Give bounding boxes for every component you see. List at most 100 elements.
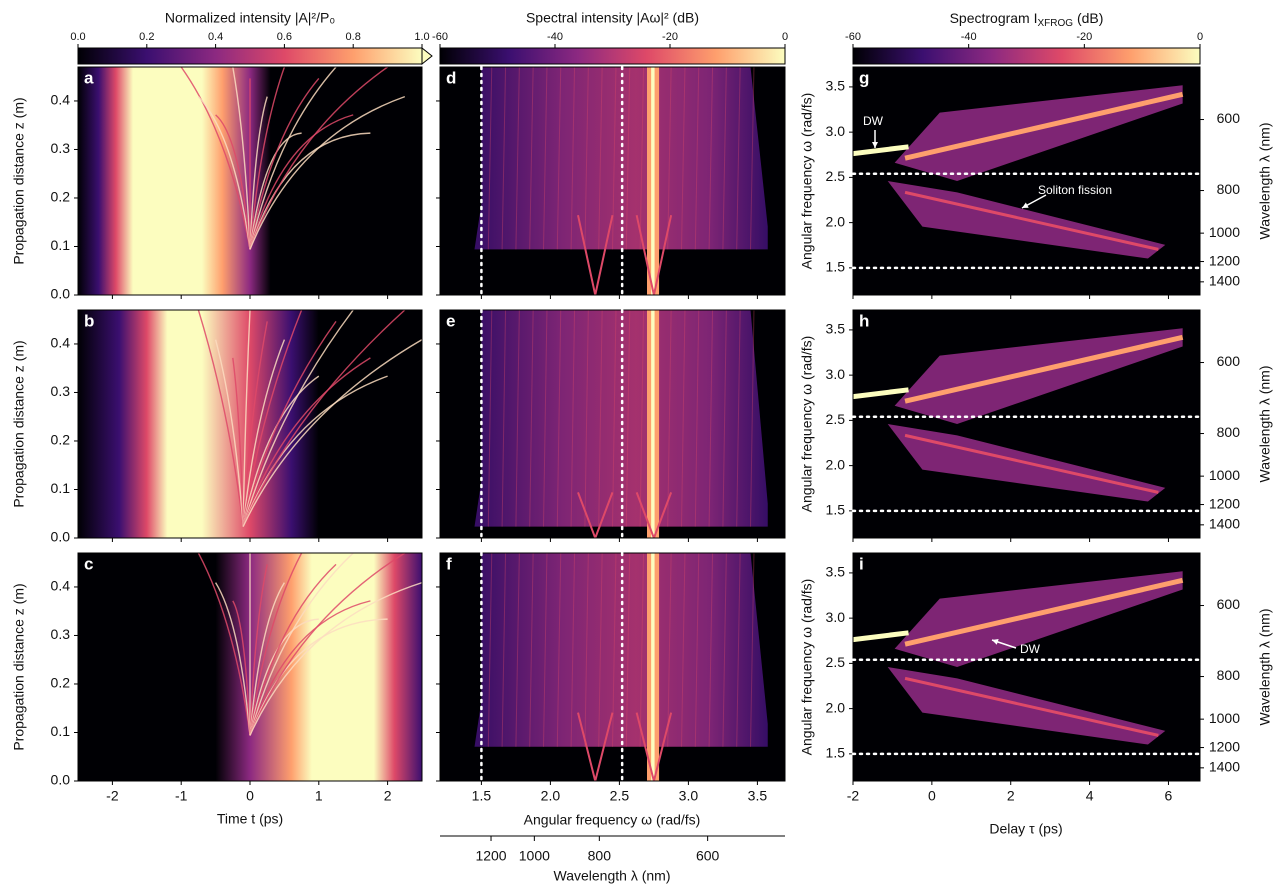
y-tick-label: 0.1	[51, 480, 71, 496]
colorbar	[77, 47, 423, 65]
panel-frame	[439, 309, 786, 539]
spectral-fringe	[570, 67, 576, 250]
spectral-fringe	[694, 553, 700, 747]
spectral-fringe	[736, 553, 741, 747]
spectral-fringe	[625, 310, 631, 527]
panel-frame	[439, 66, 786, 296]
arrow-head	[1022, 202, 1029, 208]
panel-letter: b	[84, 311, 94, 330]
spectral-fringe	[556, 553, 562, 747]
spectral-fringe	[708, 553, 714, 747]
y-tick-label: 0.1	[51, 723, 71, 739]
panel-frame	[439, 552, 786, 782]
colorbar-tick-label: -20	[662, 31, 678, 43]
x-tick-label: 1.5	[472, 788, 492, 804]
soliton-trace	[249, 96, 268, 250]
right-tick-label: 1200	[1209, 252, 1240, 268]
soliton-trace	[215, 114, 251, 250]
spectral-fringe	[570, 553, 576, 747]
x-tick-label: -1	[175, 788, 188, 804]
soliton-trace	[249, 553, 354, 736]
x-tick-label: 2.5	[610, 788, 630, 804]
spectral-fringe	[501, 67, 507, 250]
spectral-fringe	[487, 67, 493, 250]
spectral-v	[635, 492, 673, 538]
label-subscript: XFROG	[1038, 18, 1074, 29]
spectral-fringe	[625, 553, 631, 747]
lower-streak-core	[904, 433, 1159, 494]
spectrum-region	[474, 553, 768, 747]
spectral-fringe	[736, 310, 741, 527]
soliton-trace	[242, 321, 268, 527]
right-tick-label: 600	[1217, 353, 1241, 369]
y-tick-label: 3.5	[826, 321, 846, 337]
heatmap	[853, 553, 1200, 781]
x-tick-label: 2	[1007, 788, 1015, 804]
spectral-fringe	[708, 310, 714, 527]
panel-letter: a	[84, 68, 94, 87]
heatmap	[78, 310, 422, 538]
annotation: DW	[863, 114, 884, 128]
y-tick-label: 1.5	[826, 259, 846, 275]
right-tick-label: 1000	[1209, 467, 1240, 483]
right-axis-label: Wavelength λ (nm)	[1257, 123, 1273, 240]
colorbar-tick-label: -40	[961, 31, 977, 43]
colorbar-tick-label: 0.4	[208, 31, 223, 43]
colorbar-tick-label: 0.0	[70, 31, 85, 43]
y-tick-label: 0.4	[51, 578, 71, 594]
spectral-fringe	[667, 310, 672, 527]
spectral-fringe	[681, 553, 686, 747]
y-tick-label: 1.5	[826, 745, 846, 761]
pump-core	[651, 310, 655, 538]
panel-frame	[852, 66, 1201, 296]
colorbar-label: Normalized intensity |A|²/P₀	[165, 10, 335, 26]
colorbar-tick-label: -60	[845, 31, 861, 43]
soliton-trace	[249, 114, 354, 250]
heatmap	[853, 67, 1200, 295]
spectral-fringe	[529, 67, 534, 250]
spectral-fringe	[722, 553, 727, 747]
y-tick-label: 3.0	[826, 123, 846, 139]
colorbar-label: Spectral intensity |Aω|² (dB)	[526, 10, 699, 26]
y-axis-label: Angular frequency ω (rad/fs)	[799, 336, 815, 513]
arrow-head	[992, 639, 999, 645]
spectral-fringe	[625, 67, 631, 250]
colorbar-tick-label: -60	[432, 31, 448, 43]
right-axis-label: Wavelength λ (nm)	[1257, 609, 1273, 726]
spectral-fringe	[598, 67, 603, 250]
spectral-fringe	[736, 67, 741, 250]
y-tick-label: 0.2	[51, 432, 71, 448]
x-axis-label: Time t (ps)	[217, 811, 283, 827]
soliton-trace	[180, 67, 251, 250]
spectral-fringe	[529, 310, 534, 527]
upper-streak-core	[904, 334, 1184, 404]
soliton-trace	[197, 553, 251, 736]
wavelength-tick-label: 1000	[519, 848, 550, 864]
panel-letter: f	[446, 554, 452, 573]
soliton-trace	[249, 582, 285, 736]
soliton-trace	[242, 357, 371, 527]
x-tick-label: 2.0	[541, 788, 561, 804]
x-axis-label: Angular frequency ω (rad/fs)	[524, 812, 701, 828]
soliton-trace	[249, 77, 320, 250]
y-tick-label: 3.0	[826, 366, 846, 382]
spectral-fringe	[722, 310, 727, 527]
y-tick-label: 2.0	[826, 456, 846, 472]
spectral-fringe	[543, 67, 548, 250]
panel-letter: e	[446, 311, 455, 330]
soliton-trace	[249, 618, 388, 736]
spectral-fringe	[750, 553, 755, 747]
y-tick-label: 3.5	[826, 564, 846, 580]
upper-streak-core	[904, 577, 1184, 647]
spectral-fringe	[612, 310, 617, 527]
soliton-trace	[242, 310, 354, 527]
y-tick-label: 2.0	[826, 699, 846, 715]
upper-streak-core	[904, 91, 1184, 161]
y-tick-label: 0.2	[51, 189, 71, 205]
colorbar-tick-label: 0.2	[139, 31, 154, 43]
y-tick-label: 2.5	[826, 168, 846, 184]
x-tick-label: 0	[928, 788, 936, 804]
annotation: Soliton fission	[1038, 183, 1112, 197]
soliton-trace	[242, 339, 422, 527]
